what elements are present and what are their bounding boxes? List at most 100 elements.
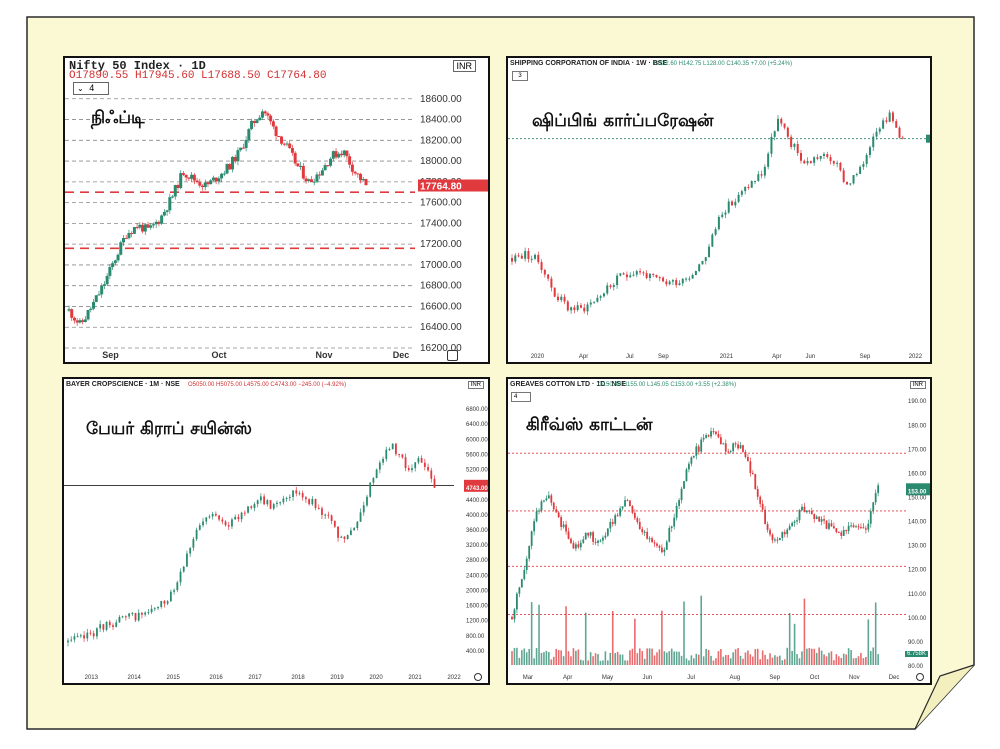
currency-badge[interactable]: INR [452, 60, 476, 72]
candle-body [285, 498, 288, 500]
candle-body [830, 523, 833, 527]
interval-box[interactable]: ⌄ 4 [73, 82, 109, 95]
candle-body [766, 524, 769, 530]
candle-body [540, 262, 543, 270]
y-tick-label: 16400.00 [420, 322, 462, 333]
candle-body [698, 264, 701, 272]
volume-bar [697, 654, 700, 665]
volume-bar [791, 650, 793, 665]
candle-body [356, 521, 359, 529]
candle-body [796, 144, 799, 154]
candle-body [609, 522, 612, 529]
volume-bar [530, 602, 533, 665]
candle-body [803, 506, 806, 513]
volume-bar [592, 656, 594, 665]
chart-symbol: Nifty 50 Index · 1D [69, 59, 206, 73]
greaves-cotton-candlestick-chart: 190.00 180.00 170.00 160.00 150.00 140.00 130.… [508, 399, 930, 681]
settings-icon[interactable] [916, 673, 924, 681]
candle-body [296, 163, 300, 167]
candle-body [721, 214, 724, 217]
candle-body [102, 284, 106, 286]
settings-icon[interactable] [447, 350, 458, 361]
y-tick-label: 16200.00 [420, 343, 462, 354]
candle-body [783, 123, 786, 128]
candle-body [127, 233, 131, 239]
volume-bar [567, 651, 570, 665]
volume-bar [813, 648, 816, 665]
candle-body [160, 600, 163, 607]
candle-body [299, 165, 303, 167]
candle-body [776, 539, 779, 541]
candle-body [305, 497, 307, 500]
candle-body [157, 606, 159, 609]
candle-body [828, 523, 830, 529]
currency-badge[interactable]: INR [467, 381, 484, 389]
interval-value: 4 [89, 83, 95, 93]
candle-body [808, 510, 811, 512]
candle-body [547, 495, 550, 499]
volume-bar [552, 656, 555, 665]
y-tick-label: 800.00 [466, 634, 485, 640]
candle-body [99, 624, 102, 629]
candle-body [179, 173, 183, 188]
candle-body [837, 532, 840, 534]
candle-body [562, 524, 565, 527]
y-tick-label: 2800.00 [466, 558, 488, 564]
candle-body [86, 632, 89, 639]
volume-tag: 6.758K [904, 651, 928, 657]
candle-body [658, 277, 661, 279]
volume-bar [803, 598, 806, 665]
candle-body [747, 456, 749, 462]
candle-body [691, 274, 694, 279]
candle-body [388, 449, 391, 451]
candle-body [111, 263, 115, 268]
candle-body [202, 521, 204, 526]
candle-body [326, 165, 330, 167]
x-tick-label: 2020 [531, 354, 545, 360]
volume-bar [557, 650, 560, 665]
volume-bar [840, 657, 843, 665]
chart-symbol: GREAVES COTTON LTD · 1D · NSE [510, 381, 626, 388]
candle-body [108, 267, 112, 276]
volume-bar [560, 650, 562, 665]
candle-body [329, 158, 333, 166]
x-tick-label: Apr [579, 354, 588, 360]
candle-body [818, 516, 821, 522]
candle-body [208, 516, 211, 518]
candle-body [269, 115, 273, 122]
volume-bar [749, 654, 752, 665]
candle-body [100, 285, 104, 295]
volume-bar [774, 655, 776, 665]
candle-body [269, 500, 272, 509]
volume-bar [874, 602, 877, 665]
candle-body [740, 191, 743, 195]
candle-body [105, 621, 108, 630]
volume-bar [570, 656, 572, 665]
candle-body [276, 502, 278, 505]
ohlc-readout: O5050.00 H5075.00 L4575.00 C4743.00 −245… [188, 382, 347, 388]
candle-body [364, 179, 368, 186]
candle-body [211, 513, 214, 517]
candle-body [353, 528, 356, 531]
volume-bar [759, 659, 761, 665]
candle-body [845, 181, 848, 185]
candle-body [317, 507, 320, 509]
candle-body [250, 506, 253, 509]
currency-badge[interactable]: INR [909, 381, 926, 389]
candle-body [369, 482, 372, 497]
candle-body [852, 525, 855, 528]
candle-body [597, 540, 599, 543]
candle-body [375, 469, 378, 479]
candle-body [587, 532, 590, 536]
candle-body [266, 113, 270, 116]
x-tick-label: Sep [860, 354, 871, 360]
y-tick-label: 16800.00 [420, 281, 462, 292]
candle-body [673, 517, 676, 527]
candle-body [888, 112, 891, 122]
y-tick-label: 150.00 [908, 496, 927, 502]
volume-bar [779, 655, 781, 665]
interval-box[interactable]: 3 [512, 71, 528, 81]
settings-icon[interactable] [474, 673, 482, 681]
candle-body [727, 201, 730, 213]
interval-box[interactable]: 4 [511, 392, 531, 402]
